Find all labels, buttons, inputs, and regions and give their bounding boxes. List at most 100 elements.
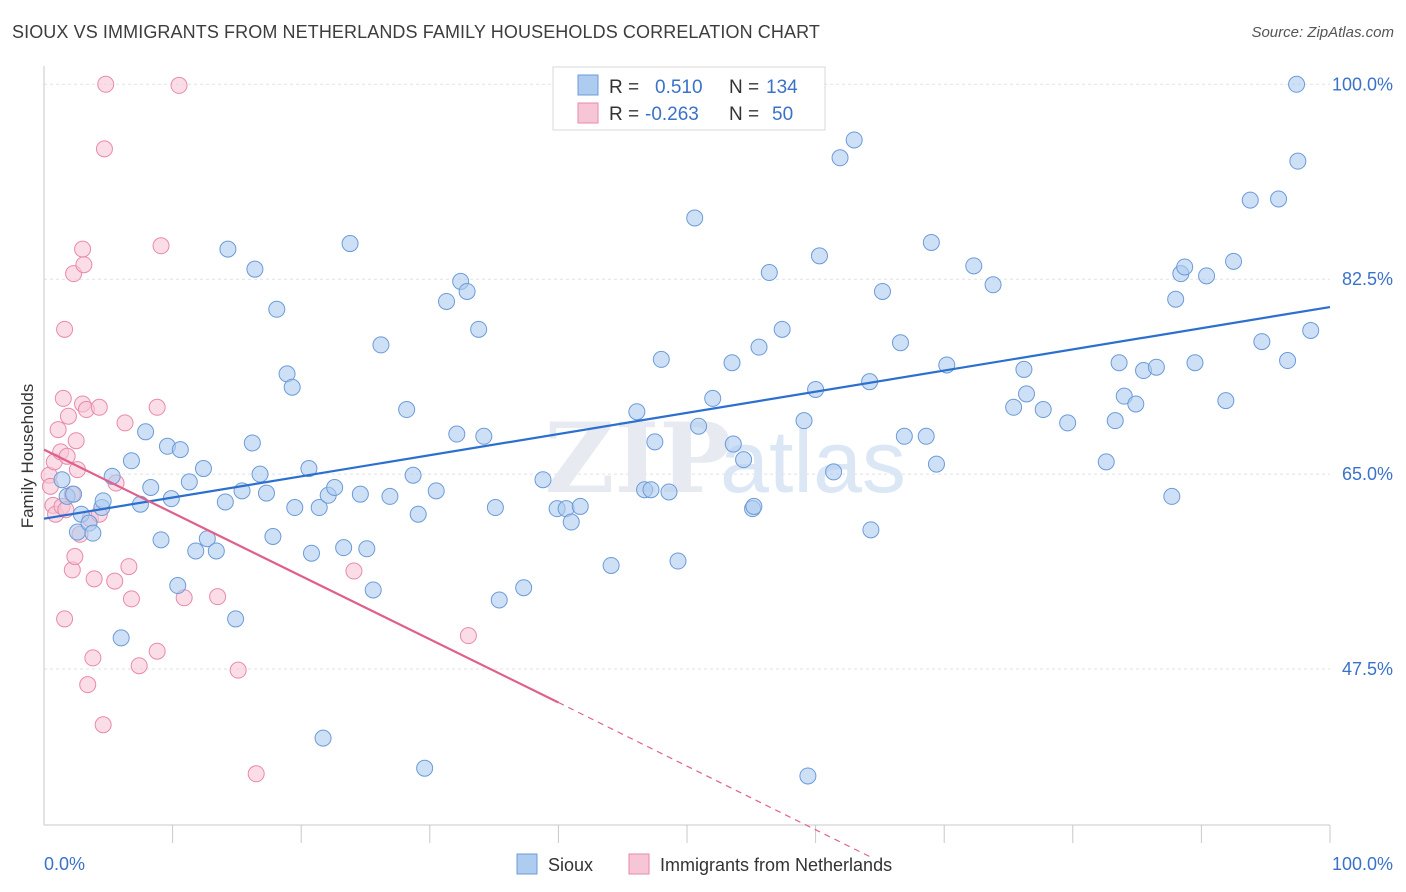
sioux-point — [470, 320, 488, 338]
sioux-point — [1097, 453, 1115, 471]
sioux-point — [227, 610, 245, 628]
sioux-point — [358, 540, 376, 558]
sioux-point — [448, 425, 466, 443]
sioux-point — [895, 427, 913, 445]
netherlands-point — [75, 256, 93, 274]
sioux-point — [704, 389, 722, 407]
sioux-point — [94, 492, 112, 510]
sioux-point — [264, 528, 282, 546]
x-tick-label: 0.0% — [44, 854, 85, 874]
legend-n-label-2: N = — [729, 104, 759, 125]
sioux-point — [416, 759, 434, 777]
sioux-point — [1110, 354, 1128, 372]
netherlands-point — [59, 407, 77, 425]
sioux-point — [628, 403, 646, 421]
sioux-point — [251, 465, 269, 483]
sioux-point — [760, 264, 778, 282]
sioux-point — [169, 577, 187, 595]
sioux-point — [53, 471, 71, 489]
sioux-point — [219, 240, 237, 258]
netherlands-trend-line — [43, 448, 559, 704]
sioux-point — [1253, 333, 1271, 351]
sioux-point — [1127, 395, 1145, 413]
sioux-point — [207, 542, 225, 560]
netherlands-point — [49, 421, 67, 439]
immigrants-netherlands-points — [40, 75, 477, 783]
sioux-point — [1225, 252, 1243, 270]
sioux-point — [1005, 398, 1023, 416]
sioux-point — [216, 493, 234, 511]
sioux-point — [660, 483, 678, 501]
sioux-point — [562, 513, 580, 531]
sioux-point — [1163, 487, 1181, 505]
chart-title: SIOUX VS IMMIGRANTS FROM NETHERLANDS FAM… — [12, 22, 820, 42]
sioux-point — [891, 334, 909, 352]
sioux-point — [1289, 152, 1307, 170]
sioux-point — [404, 466, 422, 484]
sioux-point — [335, 539, 353, 557]
sioux-point — [652, 350, 670, 368]
y-tick-label: 82.5% — [1342, 269, 1393, 289]
sioux-point — [364, 581, 382, 599]
sioux-point — [724, 435, 742, 453]
sioux-points — [53, 75, 1320, 785]
netherlands-point — [54, 389, 72, 407]
sioux-point — [310, 499, 328, 517]
netherlands-point — [84, 649, 102, 667]
sioux-point — [194, 460, 212, 478]
legend-series: Sioux Immigrants from Netherlands — [516, 853, 892, 875]
sioux-point — [314, 729, 332, 747]
sioux-point — [862, 521, 880, 539]
sioux-point — [286, 499, 304, 517]
netherlands-point — [74, 240, 92, 258]
sioux-point — [475, 427, 493, 445]
sioux-point — [398, 401, 416, 419]
tick-labels: 47.5% 65.0% 82.5% 100.0% 0.0% 100.0% — [44, 74, 1393, 874]
netherlands-point — [148, 642, 166, 660]
sioux-point — [984, 276, 1002, 294]
sioux-point — [268, 300, 286, 318]
sioux-point — [571, 497, 589, 515]
legend-swatch-netherlands-bottom — [628, 853, 650, 875]
y-tick-label: 65.0% — [1342, 464, 1393, 484]
sioux-point — [825, 463, 843, 481]
sioux-point — [1288, 75, 1306, 93]
sioux-point — [1018, 385, 1036, 403]
sioux-point — [381, 487, 399, 505]
sioux-point — [773, 320, 791, 338]
netherlands-point — [345, 562, 363, 580]
sioux-point — [602, 556, 620, 574]
sioux-point — [180, 473, 198, 491]
sioux-point — [669, 552, 687, 570]
netherlands-point — [122, 590, 140, 608]
sioux-point — [873, 282, 891, 300]
sioux-point — [1176, 258, 1194, 276]
netherlands-point — [148, 398, 166, 416]
legend-n-value-1: 134 — [766, 77, 798, 98]
legend-n-value-2: 50 — [772, 104, 793, 125]
sioux-point — [1302, 321, 1320, 339]
netherlands-point — [459, 627, 477, 645]
netherlands-trend-extension — [558, 701, 874, 859]
grid-lines — [44, 83, 1330, 670]
sioux-point — [409, 505, 427, 523]
sioux-point — [686, 209, 704, 227]
sioux-point — [351, 485, 369, 503]
sioux-point — [246, 260, 264, 278]
sioux-point — [187, 542, 205, 560]
netherlands-point — [170, 76, 188, 94]
sioux-point — [1059, 414, 1077, 432]
sioux-point — [965, 257, 983, 275]
sioux-point — [152, 531, 170, 549]
sioux-point — [1186, 354, 1204, 372]
legend-r-label-1: R = — [609, 77, 639, 98]
legend-n-label-1: N = — [729, 77, 759, 98]
netherlands-point — [67, 432, 85, 450]
watermark: ZIP atlas — [544, 402, 905, 515]
sioux-point — [372, 336, 390, 354]
sioux-point — [341, 235, 359, 253]
legend-swatch-sioux-bottom — [516, 853, 538, 875]
sioux-point — [1015, 360, 1033, 378]
legend-label-netherlands: Immigrants from Netherlands — [660, 855, 892, 875]
